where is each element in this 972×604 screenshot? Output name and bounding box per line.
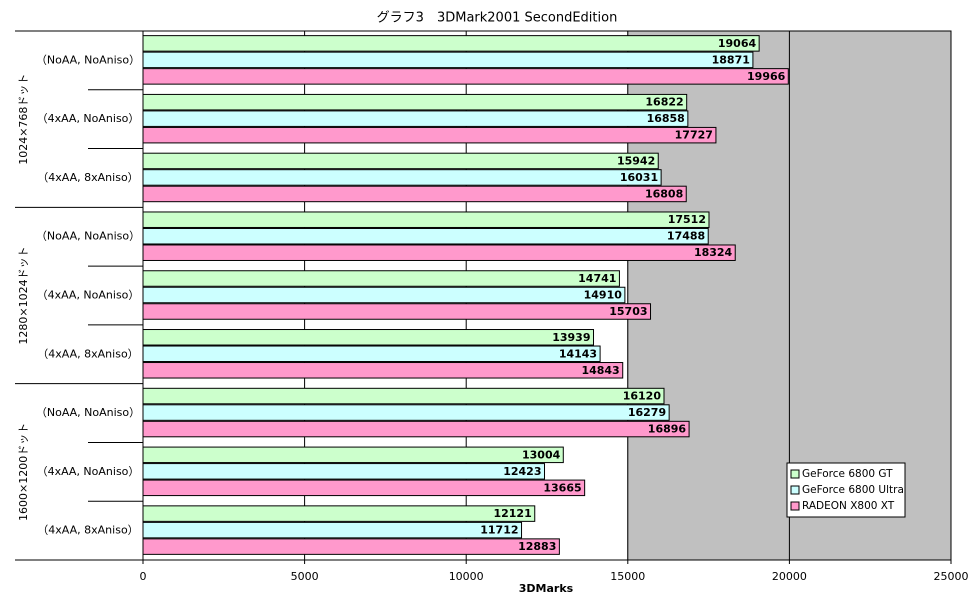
bar	[142, 270, 620, 287]
x-tick-label: 25000	[934, 570, 969, 583]
bar	[142, 329, 595, 346]
category-label: （NoAA, NoAniso）	[36, 53, 140, 66]
value-label: 16031	[620, 171, 658, 184]
category-label: （NoAA, NoAniso）	[36, 406, 140, 419]
bar	[142, 35, 760, 52]
value-label: 19064	[718, 37, 757, 50]
group-label: 1280×1024ドット	[17, 246, 30, 344]
bar	[142, 286, 626, 304]
group-label: 1024×768ドット	[17, 74, 30, 165]
bar	[142, 93, 688, 111]
value-label: 19966	[747, 70, 786, 83]
legend-swatch	[790, 501, 800, 511]
bar	[142, 227, 709, 245]
value-label: 17512	[668, 213, 706, 226]
category-label: （4xAA, NoAniso）	[37, 289, 140, 302]
value-label: 15703	[609, 305, 647, 318]
bar	[142, 211, 710, 228]
bar	[142, 387, 665, 405]
value-label: 13665	[543, 481, 581, 494]
legend-label: RADEON X800 XT	[802, 500, 895, 512]
legend-swatch	[790, 469, 800, 479]
value-label: 16279	[628, 406, 666, 419]
value-label: 15942	[617, 154, 655, 167]
value-label: 16858	[647, 112, 685, 125]
bar	[142, 404, 670, 421]
value-label: 12423	[503, 465, 541, 478]
value-label: 16822	[645, 96, 683, 109]
value-label: 16120	[623, 390, 662, 403]
value-label: 18871	[712, 53, 750, 66]
value-label: 17488	[667, 230, 705, 243]
value-label: 16896	[648, 423, 687, 436]
legend: GeForce 6800 GT GeForce 6800 Ultra RADEON …	[786, 462, 906, 518]
category-label: （4xAA, NoAniso）	[37, 465, 140, 478]
x-tick-label: 15000	[610, 570, 645, 583]
value-label: 13939	[552, 331, 590, 344]
category-label: （4xAA, 8xAniso）	[37, 347, 138, 360]
legend-box	[786, 462, 906, 518]
bar	[142, 152, 659, 170]
category-label: （4xAA, 8xAniso）	[37, 524, 138, 537]
value-label: 14910	[584, 289, 623, 302]
bar	[142, 345, 601, 363]
legend-swatch	[790, 485, 800, 495]
bar	[142, 521, 523, 539]
x-axis-label: 3DMarks	[519, 582, 574, 595]
category-label: （NoAA, NoAniso）	[36, 230, 140, 243]
bar	[142, 463, 546, 480]
bar	[142, 362, 624, 379]
bar	[142, 505, 536, 522]
value-label: 12883	[518, 540, 556, 553]
bar	[142, 185, 687, 203]
value-label: 14741	[578, 272, 616, 285]
value-label: 11712	[480, 524, 518, 537]
bar	[142, 303, 652, 320]
x-tick-label: 5000	[291, 570, 319, 583]
value-label: 16808	[645, 187, 683, 200]
value-label: 18324	[694, 246, 733, 259]
group-label: 1600×1200ドット	[17, 423, 30, 521]
bar	[142, 51, 754, 69]
legend-label: GeForce 6800 Ultra	[802, 484, 904, 496]
bar	[142, 244, 736, 261]
value-label: 14143	[559, 347, 597, 360]
category-label: （4xAA, NoAniso）	[37, 112, 140, 125]
bar	[142, 68, 789, 85]
bar	[142, 538, 560, 555]
chart-title: グラフ3 3DMark2001 SecondEdition	[377, 11, 618, 26]
value-label: 17727	[675, 129, 713, 142]
x-tick-label: 0	[140, 570, 147, 583]
bar	[142, 126, 717, 144]
x-tick-label: 20000	[772, 570, 807, 583]
bar	[142, 420, 690, 438]
x-tick-label: 10000	[449, 570, 484, 583]
legend-label: GeForce 6800 GT	[802, 468, 893, 480]
bar	[142, 479, 586, 497]
bar	[142, 446, 564, 464]
value-label: 13004	[522, 448, 561, 461]
category-label: （4xAA, 8xAniso）	[37, 171, 138, 184]
bar	[142, 169, 662, 186]
bar	[142, 110, 689, 127]
value-label: 14843	[581, 364, 619, 377]
value-label: 12121	[493, 507, 531, 520]
